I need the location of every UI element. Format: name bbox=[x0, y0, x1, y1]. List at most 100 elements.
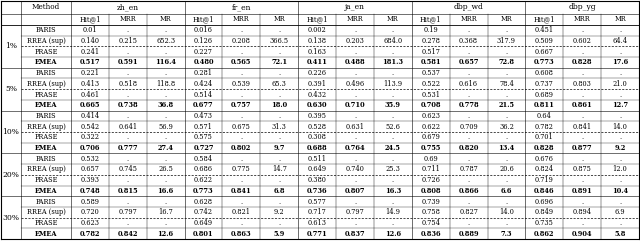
Text: PRASE: PRASE bbox=[35, 219, 58, 227]
Text: .: . bbox=[354, 112, 356, 120]
Text: .: . bbox=[619, 48, 621, 56]
Text: 0.649: 0.649 bbox=[194, 219, 213, 227]
Text: PARIS: PARIS bbox=[36, 26, 56, 34]
Text: 1%: 1% bbox=[5, 42, 17, 50]
Text: PRASE: PRASE bbox=[35, 91, 58, 98]
Text: .: . bbox=[127, 197, 129, 206]
Text: 17.6: 17.6 bbox=[612, 59, 628, 66]
Text: .: . bbox=[278, 112, 280, 120]
Text: 0.016: 0.016 bbox=[194, 26, 213, 34]
Text: 0.140: 0.140 bbox=[81, 37, 99, 45]
Text: 0.602: 0.602 bbox=[573, 37, 591, 45]
Text: 0.380: 0.380 bbox=[308, 176, 326, 184]
Text: 0.862: 0.862 bbox=[534, 230, 555, 238]
Text: 0.69: 0.69 bbox=[423, 155, 438, 163]
Text: .: . bbox=[354, 48, 356, 56]
Text: .: . bbox=[354, 155, 356, 163]
Text: .: . bbox=[164, 176, 167, 184]
Text: 0.522: 0.522 bbox=[421, 80, 440, 88]
Bar bbox=[1, 1, 71, 14]
Text: .: . bbox=[164, 219, 167, 227]
Text: 0.413: 0.413 bbox=[81, 80, 99, 88]
Text: 0.689: 0.689 bbox=[535, 91, 554, 98]
Text: 0.01: 0.01 bbox=[83, 26, 97, 34]
Text: 0.771: 0.771 bbox=[307, 230, 328, 238]
Text: 31.3: 31.3 bbox=[272, 123, 287, 131]
Text: 0.748: 0.748 bbox=[79, 187, 100, 195]
Text: 0.514: 0.514 bbox=[194, 91, 213, 98]
Text: .: . bbox=[468, 26, 470, 34]
Text: .: . bbox=[278, 91, 280, 98]
Text: 0.126: 0.126 bbox=[194, 37, 213, 45]
Text: 0.203: 0.203 bbox=[346, 37, 364, 45]
Text: 0.708: 0.708 bbox=[420, 101, 441, 109]
Text: 0.737: 0.737 bbox=[535, 80, 554, 88]
Text: Hit@1: Hit@1 bbox=[307, 15, 328, 24]
Text: .: . bbox=[581, 91, 583, 98]
Text: 0.801: 0.801 bbox=[193, 230, 214, 238]
Text: .: . bbox=[164, 91, 167, 98]
Text: 0.764: 0.764 bbox=[345, 144, 365, 152]
Text: .: . bbox=[241, 69, 243, 77]
Text: .: . bbox=[278, 48, 280, 56]
Text: 0.411: 0.411 bbox=[307, 59, 328, 66]
Text: .: . bbox=[392, 91, 394, 98]
Text: 6.8: 6.8 bbox=[273, 187, 285, 195]
Text: 0.740: 0.740 bbox=[346, 165, 364, 173]
Text: 0.215: 0.215 bbox=[118, 37, 138, 45]
Text: 0.677: 0.677 bbox=[193, 101, 214, 109]
Text: .: . bbox=[392, 112, 394, 120]
Text: 0.518: 0.518 bbox=[118, 80, 138, 88]
Text: 0.227: 0.227 bbox=[194, 48, 213, 56]
Text: .: . bbox=[164, 155, 167, 163]
Text: PRASE: PRASE bbox=[35, 176, 58, 184]
Text: 0.64: 0.64 bbox=[537, 112, 552, 120]
Text: 0.575: 0.575 bbox=[194, 133, 213, 141]
Text: 16.6: 16.6 bbox=[157, 187, 174, 195]
Text: 0.904: 0.904 bbox=[572, 230, 593, 238]
Text: 0.797: 0.797 bbox=[346, 208, 364, 216]
Text: 0.461: 0.461 bbox=[81, 91, 99, 98]
Text: MRR: MRR bbox=[574, 15, 591, 24]
Text: .: . bbox=[506, 133, 508, 141]
Text: 0.717: 0.717 bbox=[308, 208, 326, 216]
Text: 14.0: 14.0 bbox=[499, 208, 514, 216]
Text: 0.649: 0.649 bbox=[308, 165, 326, 173]
Text: 7.3: 7.3 bbox=[500, 230, 512, 238]
Text: MR: MR bbox=[273, 15, 285, 24]
Text: 317.9: 317.9 bbox=[497, 37, 516, 45]
Text: 14.0: 14.0 bbox=[612, 123, 627, 131]
Text: .: . bbox=[468, 197, 470, 206]
Text: .: . bbox=[354, 133, 356, 141]
Text: .: . bbox=[392, 26, 394, 34]
Text: .: . bbox=[468, 69, 470, 77]
Text: .: . bbox=[619, 26, 621, 34]
Text: MR: MR bbox=[500, 15, 513, 24]
Text: 0.773: 0.773 bbox=[534, 59, 555, 66]
Text: .: . bbox=[241, 91, 243, 98]
Text: 6.6: 6.6 bbox=[500, 187, 512, 195]
Text: 684.0: 684.0 bbox=[383, 37, 403, 45]
Text: 0.542: 0.542 bbox=[81, 123, 99, 131]
Text: .: . bbox=[278, 219, 280, 227]
Text: 0.241: 0.241 bbox=[81, 48, 99, 56]
Text: 35.9: 35.9 bbox=[385, 101, 401, 109]
Text: 30%: 30% bbox=[3, 214, 19, 221]
Text: PARIS: PARIS bbox=[36, 197, 56, 206]
Text: 12.7: 12.7 bbox=[612, 101, 628, 109]
Text: .: . bbox=[392, 219, 394, 227]
Text: .: . bbox=[619, 69, 621, 77]
Text: 0.565: 0.565 bbox=[231, 59, 252, 66]
Text: 0.738: 0.738 bbox=[118, 101, 138, 109]
Text: PARIS: PARIS bbox=[36, 69, 56, 77]
Text: 0.509: 0.509 bbox=[535, 37, 554, 45]
Text: 0.877: 0.877 bbox=[572, 144, 593, 152]
Text: 10%: 10% bbox=[3, 128, 19, 136]
Text: 0.736: 0.736 bbox=[307, 187, 328, 195]
Text: .: . bbox=[468, 133, 470, 141]
Text: 0.608: 0.608 bbox=[535, 69, 554, 77]
Text: .: . bbox=[278, 197, 280, 206]
Text: 0.591: 0.591 bbox=[118, 59, 138, 66]
Text: 0.837: 0.837 bbox=[345, 230, 365, 238]
Text: .: . bbox=[581, 26, 583, 34]
